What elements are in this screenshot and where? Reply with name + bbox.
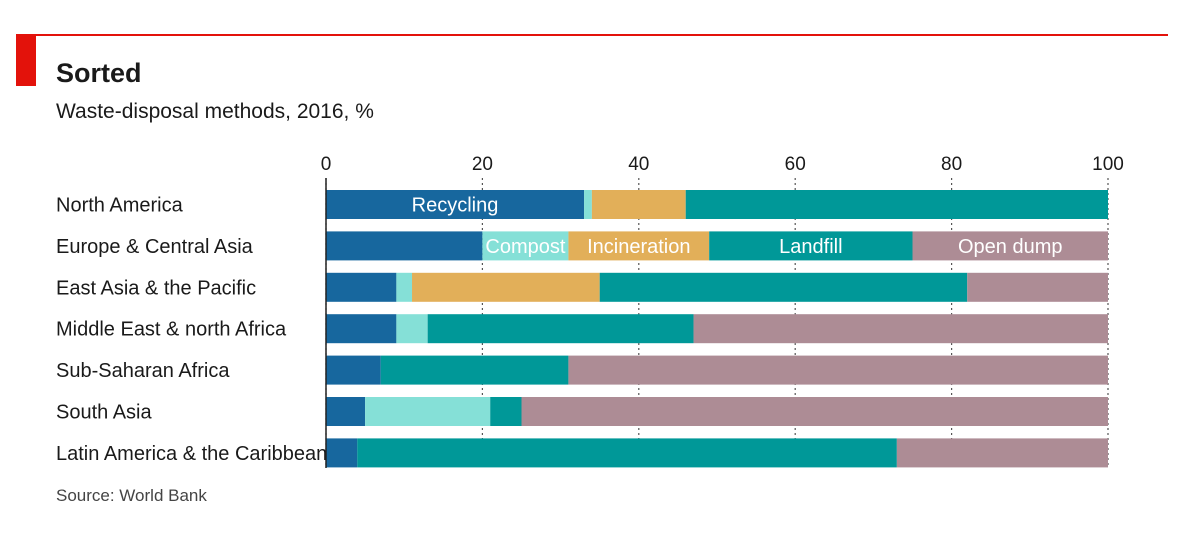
bar-segment-open-dump [967,272,1108,302]
chart-title: Sorted [56,58,142,88]
bar-segment-recycling [326,355,381,385]
category-label: South Asia [56,402,153,424]
bar-segment-compost [365,397,491,426]
red-tag-logo [16,34,36,86]
bar-segment-landfill [490,397,522,426]
bar-segment-compost [396,272,413,302]
x-tick-label-40: 40 [628,154,649,175]
bar-segment-incineration [591,190,686,219]
bar-segment-open-dump [912,231,1108,261]
bar-segment-landfill [685,190,1108,219]
bar-segment-compost [584,190,592,219]
bar-segment-recycling [326,397,366,426]
x-tick-label-0: 0 [321,154,332,175]
bar-segment-landfill [357,438,897,468]
top-rule [16,34,1168,36]
segment-label-incineration: Incineration [587,236,690,258]
source-note: Source: World Bank [56,486,207,505]
bar-segment-landfill [709,231,913,261]
x-tick-label-60: 60 [785,154,806,175]
bar-segment-recycling [326,231,483,261]
x-tick-label-100: 100 [1092,154,1124,175]
bar-segment-recycling [326,438,358,468]
category-label: North America [56,195,184,217]
bar-segment-compost [396,314,428,344]
bar-segment-recycling [326,314,397,344]
segment-label-open-dump: Open dump [958,236,1063,258]
bar-segment-open-dump [896,438,1108,468]
category-label: Latin America & the Caribbean [56,443,327,465]
category-label: East Asia & the Pacific [56,277,256,299]
category-label: Sub-Saharan Africa [56,360,230,382]
bar-segment-incineration [412,272,600,302]
bar-segment-open-dump [568,355,1108,385]
bar-segment-open-dump [693,314,1108,344]
segment-label-recycling: Recycling [412,195,499,217]
category-label: Middle East & north Africa [56,319,287,341]
segment-label-compost: Compost [485,236,565,258]
bar-segment-landfill [427,314,694,344]
bar-segment-recycling [326,272,397,302]
category-label: Europe & Central Asia [56,236,254,258]
bar-segment-landfill [380,355,569,385]
bar-segment-compost [482,231,569,261]
bar-segment-open-dump [521,397,1108,426]
bar-segment-landfill [599,272,968,302]
segment-label-landfill: Landfill [779,236,842,258]
bar-segment-recycling [326,190,585,219]
bar-segment-incineration [568,231,710,261]
chart-subtitle: Waste-disposal methods, 2016, % [56,100,374,123]
x-tick-label-80: 80 [941,154,962,175]
x-tick-label-20: 20 [472,154,493,175]
